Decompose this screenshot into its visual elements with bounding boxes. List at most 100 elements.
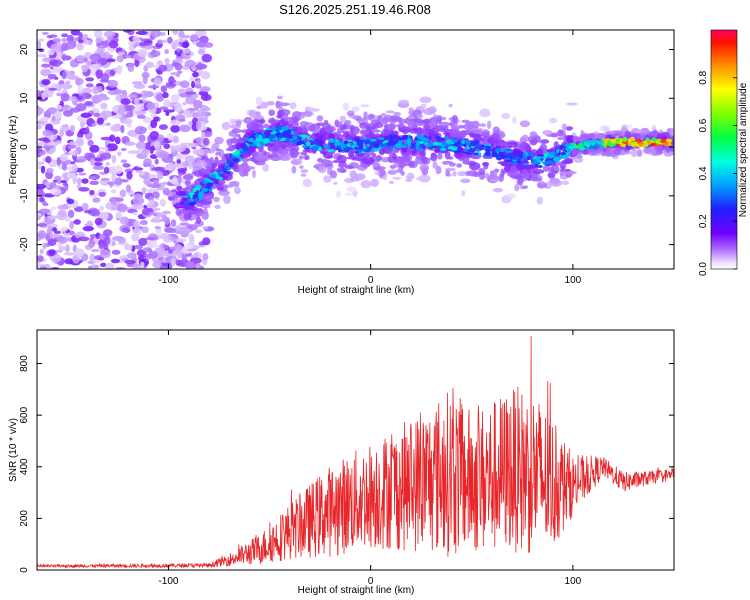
spectrogram-noise-blob <box>179 124 191 133</box>
spectrogram-noise-blob <box>135 141 147 150</box>
spectrogram-noise-blob <box>158 64 168 72</box>
spectrogram-noise-blob <box>120 159 128 164</box>
spectrogram-ridge-blob <box>292 138 298 144</box>
spectrogram-noise-blob <box>171 94 180 103</box>
spectrogram-noise-blob <box>140 90 149 99</box>
spectrogram-signal-blob <box>550 132 559 138</box>
spectrogram-noise-blob <box>120 98 131 105</box>
spectrogram-noise-blob <box>59 153 69 162</box>
spectrogram-signal-blob <box>398 99 410 105</box>
spectrogram-heatmap <box>37 30 674 269</box>
snr-x-tick-label: 100 <box>565 576 582 587</box>
spectrogram-noise-blob <box>115 94 121 102</box>
spectrogram-noise-blob <box>77 84 84 94</box>
spectrogram-noise-blob <box>148 251 159 259</box>
spectrogram-ridge-blob <box>428 136 432 140</box>
spectrogram-noise-blob <box>92 197 101 203</box>
spectrogram-ridge-blob <box>607 140 613 147</box>
spectrogram-noise-blob <box>65 80 71 85</box>
spectrogram-ridge-blob <box>192 189 197 193</box>
spectrogram-ridge-blob <box>400 144 407 148</box>
spectrogram-noise-blob <box>142 247 152 252</box>
spectrogram-signal-blob <box>335 190 341 199</box>
spectrogram-noise-blob <box>132 35 140 43</box>
spectrogram-signal-blob <box>406 172 415 180</box>
spectrogram-signal-blob <box>370 178 379 187</box>
spectrogram-noise-blob <box>81 202 89 211</box>
spectrogram-y-label: Frequency (Hz) <box>8 116 19 185</box>
spectrogram-noise-blob <box>56 156 61 166</box>
spectrogram-noise-blob <box>175 144 186 153</box>
spectrogram-noise-blob <box>101 211 109 220</box>
spectrogram-signal-blob <box>377 114 383 124</box>
spectrogram-signal-blob <box>291 165 297 174</box>
spectrogram-noise-blob <box>143 40 153 44</box>
spectrogram-ridge-blob <box>465 140 471 146</box>
spectrogram-noise-blob <box>37 147 43 154</box>
spectrogram-noise-blob <box>99 205 105 211</box>
spectrogram-ridge-blob <box>437 138 443 143</box>
spectrogram-noise-blob <box>37 223 48 227</box>
spectrogram-noise-blob <box>133 244 144 250</box>
spectrogram-noise-blob <box>150 50 161 58</box>
spectrogram-noise-blob <box>168 249 173 254</box>
spectrogram-ridge-blob <box>644 142 649 148</box>
spectrogram-noise-blob <box>146 102 156 110</box>
spectrogram-signal-blob <box>321 122 331 128</box>
spectrogram-signal-blob <box>174 230 184 235</box>
spectrogram-signal-blob <box>407 115 416 120</box>
spectrogram-noise-blob <box>63 252 76 256</box>
spectrogram-noise-blob <box>170 124 181 133</box>
spectrogram-noise-blob <box>87 139 94 147</box>
spectrogram-noise-blob <box>76 95 83 101</box>
spectrogram-noise-blob <box>164 49 170 55</box>
spectrogram-signal-blob <box>214 136 224 145</box>
spectrogram-noise-blob <box>45 156 52 164</box>
spectrogram-noise-blob <box>159 198 166 207</box>
spectrogram-ridge-blob <box>366 143 370 148</box>
spectrogram-signal-blob <box>395 123 406 128</box>
spectrogram-noise-blob <box>117 51 126 56</box>
spectrogram-noise-blob <box>60 124 69 132</box>
spectrogram-ridge-blob <box>573 143 577 149</box>
spectrogram-signal-blob <box>461 190 466 197</box>
spectrogram-signal-blob <box>558 132 567 137</box>
spectrogram-signal-blob <box>323 175 332 183</box>
spectrogram-noise-blob <box>111 173 117 182</box>
spectrogram-signal-blob <box>549 117 558 124</box>
spectrogram-signal-blob <box>550 179 562 187</box>
spectrogram-signal-blob <box>374 166 386 170</box>
spectrogram-ridge-blob <box>285 131 291 136</box>
spectrogram-ridge-blob <box>358 144 364 150</box>
spectrogram-noise-blob <box>153 207 161 211</box>
spectrogram-signal-blob <box>435 165 442 175</box>
spectrogram-noise-blob <box>68 150 75 156</box>
spectrogram-noise-blob <box>138 134 146 143</box>
spectrogram-noise-blob <box>131 203 143 209</box>
spectrogram-signal-blob <box>400 170 405 176</box>
spectrogram-noise-blob <box>189 34 199 41</box>
spectrogram-x-tick-label: 0 <box>368 275 374 286</box>
spectrogram-signal-blob <box>486 120 492 130</box>
snr-y-tick-label: 800 <box>19 355 30 372</box>
spectrogram-noise-blob <box>98 44 105 48</box>
spectrogram-ridge-blob <box>412 146 417 150</box>
spectrogram-noise-blob <box>173 103 183 113</box>
spectrogram-signal-blob <box>360 180 372 189</box>
spectrogram-signal-blob <box>565 126 574 131</box>
spectrogram-signal-blob <box>507 141 518 148</box>
spectrogram-noise-blob <box>40 63 51 68</box>
spectrogram-noise-blob <box>37 124 42 130</box>
spectrogram-signal-blob <box>670 127 674 136</box>
spectrogram-noise-blob <box>179 118 186 122</box>
spectrogram-noise-blob <box>50 43 62 53</box>
spectrogram-noise-blob <box>85 77 95 82</box>
spectrogram-ridge-blob <box>627 138 631 144</box>
spectrogram-signal-blob <box>395 168 403 173</box>
spectrogram-noise-blob <box>195 229 203 234</box>
spectrogram-noise-blob <box>37 261 41 269</box>
spectrogram-ridge-blob <box>491 151 498 157</box>
spectrogram-signal-blob <box>517 176 524 186</box>
spectrogram-noise-blob <box>84 152 92 160</box>
spectrogram-signal-blob <box>498 142 510 147</box>
